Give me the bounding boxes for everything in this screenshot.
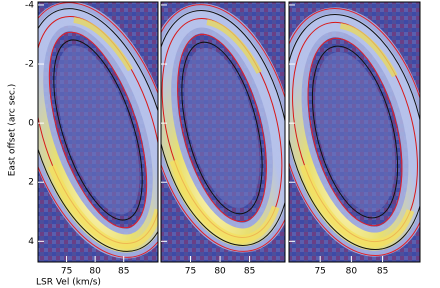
bright-arc <box>73 17 134 72</box>
x-tick-label: 80 <box>89 267 101 277</box>
contour <box>161 10 285 246</box>
y-tick-label: -4 <box>25 0 34 10</box>
frame <box>37 1 159 263</box>
contour <box>161 4 285 252</box>
frame <box>160 1 286 263</box>
contour <box>181 41 263 215</box>
y-tick-label: 0 <box>28 119 34 129</box>
bright-arc <box>299 164 415 247</box>
contour <box>38 2 158 258</box>
y-tick-label: -2 <box>25 60 34 70</box>
contour <box>53 39 143 221</box>
panel-image <box>161 2 285 262</box>
x-tick-label: 75 <box>61 267 72 277</box>
x-tick-label: 75 <box>185 267 196 277</box>
x-tick-label: 75 <box>314 267 325 277</box>
contour <box>177 33 267 223</box>
contour <box>307 37 403 227</box>
bright-arc <box>48 164 158 249</box>
x-axis-label: LSR Vel (km/s) <box>36 278 101 288</box>
y-axis-label: East offset (arc sec.) <box>8 84 18 177</box>
contour <box>311 45 399 219</box>
cavity <box>184 48 260 208</box>
x-tick-label: 85 <box>244 267 255 277</box>
x-tick-label: 80 <box>214 267 226 277</box>
frame <box>288 1 421 263</box>
x-tick-label: 80 <box>346 267 358 277</box>
x-tick-label: 85 <box>118 267 129 277</box>
bright-arc <box>339 22 398 78</box>
bright-arc <box>206 19 262 74</box>
cavity <box>314 51 396 213</box>
panel-image <box>38 2 158 262</box>
bright-arc <box>169 159 280 243</box>
contour <box>48 31 148 229</box>
y-tick-label: 4 <box>28 237 34 247</box>
x-tick-label: 85 <box>377 267 388 277</box>
cavity <box>56 45 140 215</box>
contour <box>289 8 420 256</box>
panel-image <box>289 2 420 262</box>
y-tick-label: 2 <box>28 178 34 188</box>
contour <box>289 13 420 251</box>
